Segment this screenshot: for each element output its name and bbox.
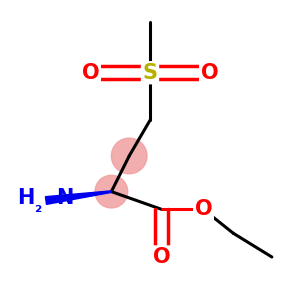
Text: N: N: [56, 188, 74, 208]
Text: O: O: [195, 200, 212, 219]
Text: O: O: [201, 63, 218, 83]
Circle shape: [95, 175, 128, 208]
Text: S: S: [142, 63, 158, 83]
Polygon shape: [46, 191, 112, 204]
Text: ₂: ₂: [34, 198, 42, 216]
Text: O: O: [82, 63, 99, 83]
Circle shape: [111, 138, 147, 174]
Text: O: O: [153, 247, 171, 267]
Text: H: H: [17, 188, 34, 208]
